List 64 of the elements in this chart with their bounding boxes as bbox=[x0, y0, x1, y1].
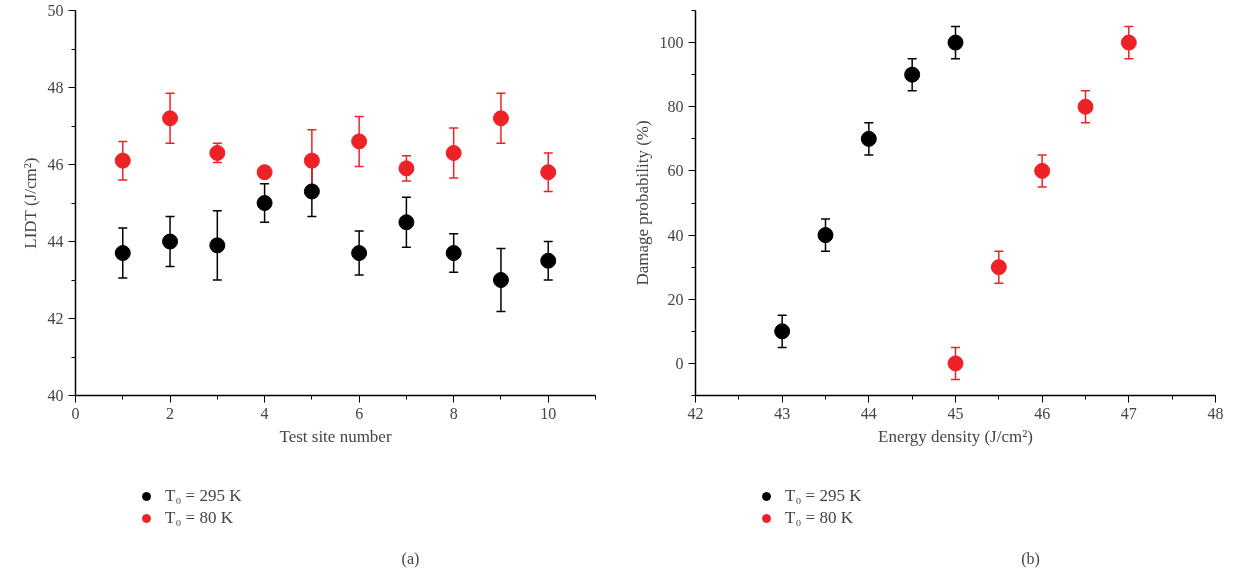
point bbox=[351, 245, 368, 262]
point bbox=[774, 323, 791, 340]
point bbox=[351, 133, 368, 150]
y-tick-label: 100 bbox=[659, 34, 684, 52]
x-tick-label: 10 bbox=[540, 404, 557, 422]
point bbox=[303, 152, 320, 169]
point bbox=[1034, 162, 1051, 179]
point bbox=[398, 214, 415, 231]
point bbox=[445, 245, 462, 262]
x-tick-label: 4 bbox=[260, 404, 269, 422]
y-tick-label: 48 bbox=[47, 79, 64, 96]
point bbox=[947, 355, 964, 372]
point bbox=[904, 66, 921, 83]
point bbox=[209, 237, 226, 254]
point bbox=[162, 110, 179, 127]
y-tick-label: 50 bbox=[47, 2, 64, 19]
y-axis-title: Damage probability (%) bbox=[632, 120, 652, 286]
x-axis-title: Energy density (J/cm²) bbox=[878, 426, 1033, 446]
y-tick-label: 44 bbox=[47, 233, 64, 250]
x-tick-label: 47 bbox=[1120, 404, 1137, 422]
point bbox=[540, 252, 557, 269]
y-tick-label: 42 bbox=[47, 310, 64, 327]
point bbox=[114, 152, 131, 169]
x-tick-label: 46 bbox=[1034, 404, 1051, 422]
point bbox=[492, 110, 509, 127]
point bbox=[114, 245, 131, 262]
y-tick-label: 0 bbox=[675, 354, 684, 372]
x-axis-title: Test site number bbox=[279, 426, 392, 446]
y-tick-label: 46 bbox=[47, 156, 64, 173]
legend-label: T₀ = 80 K bbox=[165, 508, 233, 528]
y-tick-label: 40 bbox=[667, 226, 684, 244]
point bbox=[860, 130, 877, 147]
point bbox=[540, 164, 557, 181]
y-tick-label: 60 bbox=[667, 162, 684, 180]
x-tick-label: 45 bbox=[947, 404, 964, 422]
legend-label: T₀ = 295 K bbox=[785, 486, 862, 506]
point bbox=[990, 259, 1007, 276]
point bbox=[947, 34, 964, 51]
text: (b) bbox=[1021, 549, 1040, 568]
point bbox=[1120, 34, 1137, 51]
text: (a) bbox=[401, 549, 420, 568]
legend-label: T₀ = 295 K bbox=[165, 486, 242, 506]
y-tick-label: 80 bbox=[667, 98, 684, 116]
point bbox=[256, 195, 273, 211]
x-tick-label: 2 bbox=[166, 404, 175, 422]
x-tick-label: 43 bbox=[774, 404, 791, 422]
x-tick-label: 6 bbox=[355, 404, 364, 422]
y-tick-label: 40 bbox=[47, 387, 64, 404]
x-tick-label: 42 bbox=[687, 404, 704, 422]
x-tick-label: 0 bbox=[71, 404, 80, 422]
point bbox=[1077, 98, 1094, 115]
y-tick-label: 20 bbox=[667, 290, 684, 308]
point bbox=[256, 164, 273, 181]
point bbox=[162, 233, 179, 250]
y-axis-title: LIDT (J/cm²) bbox=[20, 157, 40, 249]
point bbox=[445, 144, 462, 161]
x-tick-label: 48 bbox=[1207, 404, 1224, 422]
legend-label: T₀ = 80 K bbox=[785, 508, 853, 528]
point bbox=[303, 183, 320, 200]
point bbox=[492, 272, 509, 288]
x-tick-label: 8 bbox=[449, 404, 458, 422]
point bbox=[398, 160, 415, 177]
point bbox=[817, 227, 834, 244]
x-tick-label: 44 bbox=[860, 404, 877, 422]
